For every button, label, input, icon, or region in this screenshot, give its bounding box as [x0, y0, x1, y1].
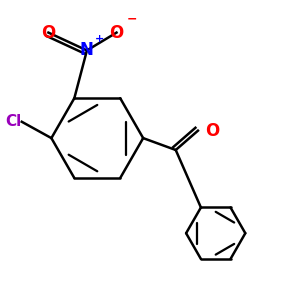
Text: −: − [127, 12, 137, 25]
Text: N: N [80, 41, 94, 59]
Text: O: O [205, 122, 220, 140]
Text: O: O [41, 24, 56, 42]
Text: Cl: Cl [5, 114, 22, 129]
Text: +: + [95, 34, 104, 44]
Text: O: O [110, 24, 124, 42]
